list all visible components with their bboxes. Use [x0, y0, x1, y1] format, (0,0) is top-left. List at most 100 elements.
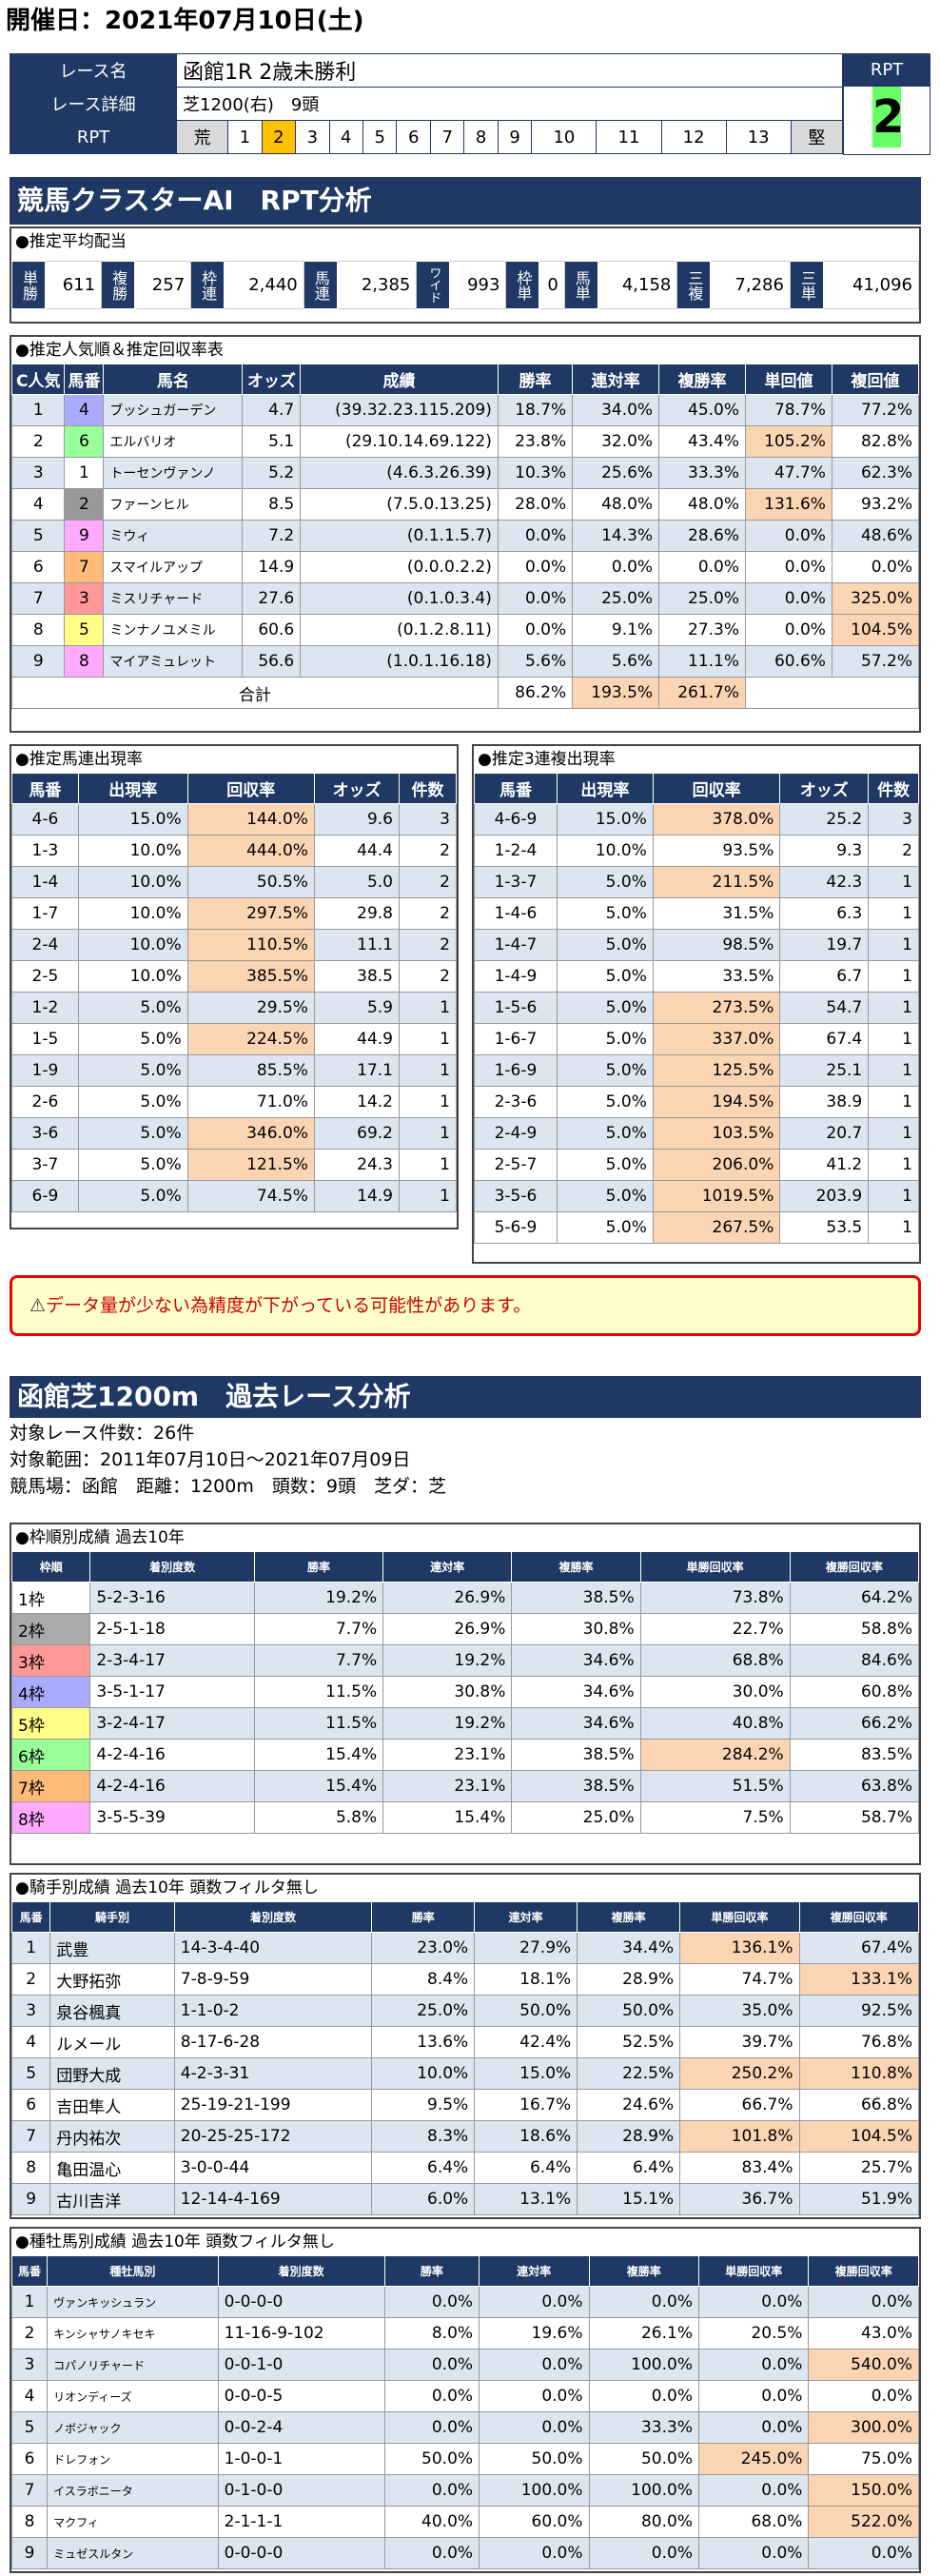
waku-cell: 58.7% — [789, 1801, 920, 1834]
sire-header: 着別度数 — [217, 2255, 385, 2287]
sire-cell: 26.1% — [588, 2317, 700, 2350]
pop-cell: 4 — [10, 488, 66, 521]
sire-cell: 300.0% — [808, 2411, 919, 2444]
table-row: 1 ヴァンキッシュラン 0-0-0-0 0.0% 0.0% 0.0% 0.0% 0.0% — [10, 2286, 919, 2318]
umaren-cell: 1-9 — [11, 1054, 79, 1087]
sire-cell: 0.0% — [808, 2537, 919, 2569]
pop-cell: エルバリオ — [103, 425, 244, 458]
jockey-cell: 7-8-9-59 — [173, 1963, 373, 1996]
sanren-cell: 1019.5% — [652, 1180, 781, 1212]
payout-value: 2,440 — [224, 261, 304, 309]
jockey-header: 複勝率 — [577, 1901, 681, 1933]
sire-cell: 0-1-0-0 — [217, 2474, 385, 2507]
sanren-cell: 1 — [868, 1054, 919, 1087]
sire-cell: 6 — [10, 2443, 49, 2475]
umaren-cell: 1 — [399, 1054, 457, 1087]
sire-cell: ドレフォン — [47, 2443, 219, 2475]
jockey-cell: 8.3% — [371, 2120, 476, 2153]
sire-cell: 50.0% — [588, 2443, 700, 2475]
pop-cell: トーセンヴァンノ — [103, 457, 244, 489]
waku-cell: 34.6% — [511, 1644, 641, 1677]
pop-cell: ミウィ — [103, 520, 244, 552]
pop-cell: 25.6% — [572, 457, 660, 489]
rpt-scale-cell: 2 — [261, 120, 297, 154]
umaren-title: ●推定馬連出現率 — [15, 750, 143, 769]
sanren-cell: 38.9 — [779, 1086, 870, 1118]
pop-cell: 14.3% — [572, 520, 660, 552]
pop-header: 成績 — [300, 364, 499, 395]
pop-header: 連対率 — [572, 364, 660, 395]
sanren-cell: 1-4-6 — [474, 897, 558, 930]
waku-cell: 60.8% — [789, 1676, 920, 1708]
pop-cell: 2 — [10, 425, 66, 458]
jockey-cell: 136.1% — [679, 1932, 800, 1964]
sire-box: ●種牡馬別成績 過去10年 頭数フィルタ無し 馬番 種牡馬別 着別度数 勝率 連対率 複勝… — [10, 2227, 921, 2573]
pop-header: 単回値 — [745, 364, 832, 395]
jockey-cell: 13.1% — [474, 2183, 578, 2215]
table-row: 3 コパノリチャード 0-0-1-0 0.0% 0.0% 100.0% 0.0% 540.0% — [10, 2349, 919, 2381]
pop-cell: 57.2% — [831, 645, 920, 678]
payout-label: 馬連 — [303, 261, 338, 309]
sire-cell: 9 — [10, 2537, 49, 2569]
sire-cell: 245.0% — [697, 2443, 810, 2475]
pop-cell: 0.0% — [497, 614, 574, 646]
sanren-box: ●推定3連複出現率 馬番 出現率 回収率 オッズ 件数 4-6-9 15.0% 378.0% 2… — [472, 744, 921, 1264]
sire-header: 複勝回収率 — [808, 2255, 919, 2287]
waku-cell: 66.2% — [789, 1707, 920, 1740]
jockey-cell: 8.4% — [371, 1963, 476, 1996]
pop-header: C人気 — [10, 364, 66, 395]
table-row: 2 6 エルバリオ 5.1 (29.10.14.69.122) 23.8% 32.0% 43.… — [10, 425, 920, 458]
table-row: 7枠 4-2-4-16 15.4% 23.1% 38.5% 51.5% 63.8% — [10, 1770, 920, 1802]
sanren-cell: 5.0% — [556, 1180, 654, 1212]
sire-cell: 5 — [10, 2411, 49, 2444]
payout-value: 0 — [539, 261, 565, 309]
table-row: 8枠 3-5-5-39 5.8% 15.4% 25.0% 7.5% 58.7% — [10, 1801, 920, 1834]
pop-cell: 32.0% — [572, 425, 660, 458]
sanren-cell: 1 — [868, 1211, 919, 1244]
umaren-cell: 4-6 — [11, 803, 79, 836]
table-row: 9 古川吉洋 12-14-4-169 6.0% 13.1% 15.1% 36.7% 51.9% — [10, 2183, 920, 2215]
sire-cell: 20.5% — [697, 2317, 810, 2350]
table-row: 1-9 5.0% 85.5% 17.1 1 — [11, 1054, 457, 1087]
race-date: 開催日：2021年07月10日(土) — [6, 7, 364, 35]
sanren-cell: 1 — [868, 1149, 919, 1181]
sanren-cell: 2 — [868, 835, 919, 867]
umaren-cell: 10.0% — [77, 960, 188, 993]
sanren-cell: 273.5% — [652, 992, 781, 1024]
sire-cell: 50.0% — [383, 2443, 480, 2475]
pop-cell: (0.1.1.5.7) — [300, 520, 499, 552]
umaren-cell: 2 — [399, 897, 457, 930]
jockey-cell: 133.1% — [798, 1963, 920, 1996]
waku-cell: 1枠 — [10, 1582, 91, 1614]
pop-cell: 7.2 — [242, 520, 302, 552]
jockey-cell: 20-25-25-172 — [173, 2120, 373, 2153]
popularity-title: ●推定人気順＆推定回収率表 — [15, 341, 224, 360]
rpt-scale-cell: 9 — [497, 120, 533, 154]
pop-cell: 33.3% — [658, 457, 747, 489]
sanren-cell: 53.5 — [779, 1211, 870, 1244]
pop-cell: 5.6% — [497, 645, 574, 678]
sire-cell: 11-16-9-102 — [217, 2317, 385, 2350]
rpt-scale-cell: 1 — [227, 120, 263, 154]
umaren-header: 馬番 — [11, 773, 79, 804]
sire-cell: 0-0-0-0 — [217, 2286, 385, 2318]
sanren-cell: 5-6-9 — [474, 1211, 558, 1244]
jockey-cell: 14-3-4-40 — [173, 1932, 373, 1964]
jockey-cell: ルメール — [49, 2026, 175, 2058]
sire-cell: 0.0% — [697, 2349, 810, 2381]
payout-value: 2,385 — [336, 261, 418, 309]
pop-cell: 43.4% — [658, 425, 747, 458]
sire-cell: 7 — [10, 2474, 49, 2507]
waku-header: 単勝回収率 — [639, 1551, 791, 1583]
waku-cell: 30.8% — [511, 1613, 641, 1645]
pop-cell: マイアミュレット — [103, 645, 244, 678]
table-row: 2-4-9 5.0% 103.5% 20.7 1 — [474, 1117, 919, 1150]
pop-header: 勝率 — [497, 364, 574, 395]
sanren-cell: 1 — [868, 1086, 919, 1118]
sanren-cell: 211.5% — [652, 866, 781, 898]
umaren-cell: 85.5% — [186, 1054, 315, 1087]
jockey-cell: 36.7% — [679, 2183, 800, 2215]
sire-cell: キンシャサノキセキ — [47, 2317, 219, 2350]
totals-label: 合計 — [11, 677, 499, 709]
pop-cell: 28.6% — [658, 520, 747, 552]
